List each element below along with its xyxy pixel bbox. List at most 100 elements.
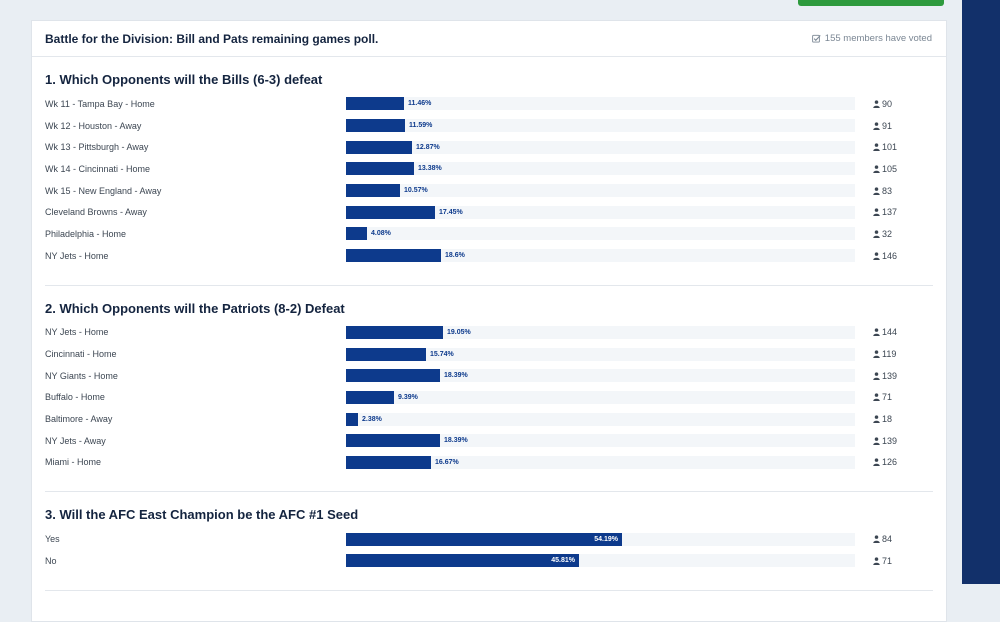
voter-count: 139 — [873, 371, 897, 381]
voter-count-value: 84 — [882, 534, 893, 545]
user-icon — [873, 415, 880, 424]
action-button[interactable] — [798, 0, 944, 6]
result-percent: 18.39% — [444, 372, 468, 380]
checkbox-icon — [811, 34, 821, 43]
user-icon — [873, 557, 880, 565]
poll-question: 2. Which Opponents will the Patriots (8-… — [32, 300, 946, 493]
result-bar-track: 11.46% — [346, 97, 855, 111]
voter-count-value: 126 — [882, 457, 898, 468]
result-bar-track: 16.67% — [346, 455, 855, 469]
poll-option-row: Cleveland Browns - Away 17.45% 137 — [45, 201, 933, 223]
user-icon — [873, 350, 880, 358]
result-bar-fill — [346, 412, 358, 426]
result-bar-track: 15.74% — [346, 347, 855, 361]
user-icon — [873, 121, 880, 130]
result-bar-fill — [346, 325, 443, 339]
voter-count: 83 — [873, 186, 892, 196]
voter-count-value: 119 — [882, 349, 897, 360]
poll-option-row: No 45.81% 71 — [45, 550, 933, 572]
option-label: No — [45, 555, 57, 566]
result-bar-track: 19.05% — [346, 325, 855, 339]
result-percent: 13.38% — [418, 165, 442, 173]
option-label: Wk 11 - Tampa Bay - Home — [45, 98, 155, 109]
poll-option-row: Wk 12 - Houston - Away 11.59% 91 — [45, 115, 933, 137]
result-bar-fill — [346, 227, 367, 241]
result-percent: 18.39% — [444, 437, 468, 445]
result-percent: 19.05% — [447, 328, 471, 336]
voter-count: 139 — [873, 436, 897, 446]
poll-option-row: Philadelphia - Home 4.08% 32 — [45, 223, 933, 245]
result-bar-track: 18.6% — [346, 249, 855, 263]
question-title: 2. Which Opponents will the Patriots (8-… — [45, 300, 345, 316]
voter-count-value: 32 — [882, 228, 893, 239]
voter-count-value: 139 — [882, 435, 898, 446]
result-bar-fill — [346, 532, 622, 546]
poll-card: Battle for the Division: Bill and Pats r… — [31, 20, 947, 622]
voter-count-value: 18 — [882, 414, 893, 425]
user-icon — [873, 165, 880, 173]
result-percent: 11.59% — [409, 122, 433, 130]
result-bar-fill — [346, 369, 440, 383]
result-bar-fill — [346, 140, 412, 154]
voted-count: 155 members have voted — [811, 33, 932, 44]
option-label: Cincinnati - Home — [45, 349, 117, 360]
option-label: Miami - Home — [45, 457, 102, 468]
result-bar-track: 54.19% — [346, 532, 855, 546]
result-bar-fill — [346, 184, 400, 198]
user-icon — [873, 208, 880, 217]
option-label: Baltimore - Away — [45, 414, 113, 425]
section-divider — [45, 589, 933, 591]
option-label: Wk 12 - Houston - Away — [45, 120, 142, 131]
result-bar-fill — [346, 205, 435, 219]
result-bar-fill — [346, 347, 426, 361]
voter-count-value: 90 — [882, 98, 893, 109]
user-icon — [873, 393, 880, 402]
poll-option-row: Wk 13 - Pittsburgh - Away 12.87% 101 — [45, 136, 933, 158]
result-bar-track: 45.81% — [346, 554, 855, 568]
result-bar-track: 18.39% — [346, 434, 855, 448]
poll-option-row: Yes 54.19% 84 — [45, 528, 933, 550]
user-icon — [873, 251, 880, 260]
result-bar-fill — [346, 162, 414, 176]
poll-option-row: Baltimore - Away 2.38% 18 — [45, 408, 933, 430]
voter-count: 119 — [873, 349, 896, 359]
user-icon — [873, 100, 880, 108]
result-bar-fill — [346, 434, 440, 448]
poll-option-row: NY Jets - Home 19.05% 144 — [45, 322, 933, 344]
user-icon — [873, 535, 880, 544]
result-percent: 54.19% — [594, 535, 618, 543]
voter-count: 18 — [873, 414, 892, 424]
user-icon — [873, 143, 880, 152]
voter-count: 71 — [873, 556, 892, 566]
user-icon — [873, 372, 880, 380]
option-label: NY Jets - Home — [45, 327, 109, 338]
poll-option-row: Miami - Home 16.67% 126 — [45, 452, 933, 474]
result-bar-fill — [346, 97, 404, 111]
question-title: 1. Which Opponents will the Bills (6-3) … — [45, 72, 323, 87]
question-title: 3. Will the AFC East Champion be the AFC… — [45, 507, 359, 523]
poll-option-row: NY Jets - Away 18.39% 139 — [45, 430, 933, 452]
poll-option-row: Cincinnati - Home 15.74% 119 — [45, 343, 933, 365]
option-label: Wk 15 - New England - Away — [45, 185, 162, 196]
voter-count-value: 105 — [882, 163, 898, 174]
poll-title: Battle for the Division: Bill and Pats r… — [45, 31, 379, 46]
poll-option-row: Wk 11 - Tampa Bay - Home 11.46% 90 — [45, 93, 933, 115]
result-percent: 45.81% — [551, 557, 575, 565]
result-bar-fill — [346, 390, 394, 404]
voter-count-value: 83 — [882, 185, 893, 196]
result-percent: 15.74% — [430, 350, 454, 358]
result-bar-fill — [346, 249, 441, 263]
result-bar-track: 12.87% — [346, 140, 855, 154]
result-percent: 2.38% — [362, 415, 382, 423]
result-bar-track: 4.08% — [346, 227, 855, 241]
voter-count: 84 — [873, 534, 892, 544]
poll-option-row: Buffalo - Home 9.39% 71 — [45, 387, 933, 409]
result-bar-track: 17.45% — [346, 205, 855, 219]
option-label: Wk 14 - Cincinnati - Home — [45, 163, 151, 174]
poll-option-row: NY Jets - Home 18.6% 146 — [45, 245, 933, 267]
user-icon — [873, 328, 880, 337]
voter-count: 101 — [873, 142, 897, 152]
option-label: NY Jets - Home — [45, 250, 109, 261]
poll-option-row: Wk 14 - Cincinnati - Home 13.38% 105 — [45, 158, 933, 180]
result-bar-fill — [346, 554, 579, 568]
